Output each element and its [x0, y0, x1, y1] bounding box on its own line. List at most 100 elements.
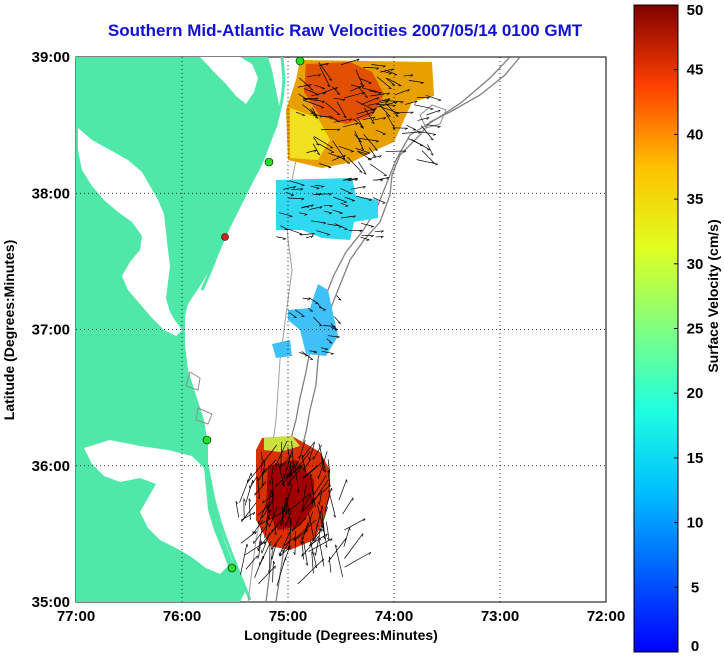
velocity-arrowhead	[387, 92, 390, 96]
velocity-arrowhead	[252, 480, 254, 484]
velocity-arrowhead	[335, 544, 338, 548]
velocity-arrow	[301, 536, 304, 560]
velocity-arrow	[377, 103, 391, 117]
velocity-arrow	[265, 490, 272, 525]
velocity-arrowhead	[432, 134, 437, 136]
velocity-arrowhead	[374, 149, 378, 151]
velocity-arrowhead	[263, 541, 266, 545]
velocity-arrowhead	[314, 552, 316, 556]
velocity-arrowhead	[310, 473, 313, 477]
velocity-arrow	[319, 506, 328, 532]
velocity-arrowhead	[336, 336, 340, 339]
x-tick-label: 72:00	[587, 608, 625, 625]
velocity-arrow	[358, 87, 368, 98]
velocity-arrow	[375, 177, 389, 181]
velocity-arrow	[417, 117, 429, 121]
velocity-arrowhead	[269, 509, 272, 513]
velocity-arrow	[285, 510, 292, 527]
velocity-arrow	[264, 509, 271, 538]
velocity-arrowhead	[331, 487, 333, 491]
velocity-arrowhead	[376, 67, 380, 70]
velocity-arrow	[303, 541, 308, 566]
velocity-arrowhead	[400, 101, 404, 104]
velocity-arrow	[286, 497, 292, 527]
velocity-arrow	[257, 504, 271, 516]
velocity-arrowhead	[362, 85, 365, 88]
velocity-arrowhead	[270, 556, 273, 560]
velocity-arrowhead	[382, 65, 386, 68]
velocity-arrowhead	[323, 92, 327, 95]
velocity-arrowhead	[257, 547, 259, 551]
velocity-arrowhead	[337, 322, 341, 324]
velocity-arrow	[295, 111, 306, 116]
velocity-arrow	[306, 149, 317, 154]
velocity-arrow	[313, 317, 323, 327]
velocity-arrowhead	[426, 97, 430, 100]
velocity-arrowhead	[279, 553, 282, 557]
velocity-arrowhead	[308, 457, 310, 461]
velocity-arrow	[286, 463, 305, 478]
velocity-arrow	[355, 148, 371, 154]
velocity-arrow	[321, 87, 338, 94]
velocity-arrow	[342, 177, 352, 181]
velocity-arrow	[279, 528, 292, 556]
velocity-arrow	[427, 144, 434, 156]
velocity-arrow	[288, 197, 305, 200]
velocity-arrow	[316, 301, 323, 309]
velocity-arrow	[369, 163, 387, 176]
velocity-arrowhead	[321, 186, 325, 188]
velocity-arrow	[315, 528, 321, 556]
velocity-patch-small	[272, 340, 292, 358]
velocity-arrow	[374, 230, 384, 233]
velocity-arrow	[334, 223, 348, 230]
y-tick-label: 38:00	[32, 185, 70, 202]
velocity-arrow	[319, 163, 332, 168]
velocity-arrowhead	[342, 99, 346, 102]
station-marker	[227, 563, 237, 573]
velocity-arrow	[385, 77, 395, 86]
velocity-arrow	[323, 210, 333, 214]
velocity-arrow	[357, 150, 368, 155]
velocity-arrowhead	[289, 215, 293, 218]
velocity-arrow	[239, 472, 252, 503]
velocity-arrow	[364, 107, 375, 124]
velocity-arrow	[258, 507, 291, 526]
velocity-arrow	[387, 77, 402, 87]
velocity-arrow	[379, 106, 400, 114]
velocity-arrowhead	[300, 540, 302, 544]
velocity-arrow	[309, 528, 323, 546]
velocity-arrow	[258, 526, 263, 551]
velocity-arrow	[275, 441, 288, 467]
velocity-arrow	[375, 101, 398, 108]
velocity-arrowhead	[364, 96, 368, 98]
velocity-arrowhead	[363, 518, 366, 522]
velocity-arrow	[336, 101, 347, 118]
velocity-arrow	[381, 99, 404, 103]
velocity-arrow	[312, 143, 320, 156]
colorbar-tick-label: 25	[687, 321, 704, 338]
velocity-arrow	[327, 538, 347, 563]
velocity-arrowhead	[294, 537, 296, 541]
velocity-arrowhead	[307, 298, 311, 301]
velocity-arrowhead	[370, 235, 374, 238]
velocity-arrow	[302, 498, 316, 512]
velocity-arrowhead	[367, 152, 371, 155]
velocity-arrowhead	[355, 122, 359, 126]
velocity-arrowhead	[359, 171, 363, 173]
velocity-arrow	[244, 541, 266, 556]
velocity-arrowhead	[301, 553, 303, 557]
velocity-arrowhead	[310, 89, 314, 91]
velocity-arrowhead	[363, 172, 367, 175]
velocity-arrow	[280, 454, 294, 467]
velocity-arrowhead	[328, 556, 332, 560]
velocity-arrowhead	[317, 475, 319, 479]
velocity-arrowhead	[256, 555, 258, 559]
velocity-arrowhead	[329, 205, 333, 208]
pamlico-sound	[84, 440, 228, 574]
velocity-arrow	[283, 186, 296, 190]
velocity-arrowhead	[360, 126, 364, 129]
velocity-arrowhead	[303, 469, 307, 473]
velocity-arrowhead	[263, 469, 265, 473]
velocity-arrow	[298, 440, 306, 460]
velocity-arrow	[314, 184, 325, 187]
